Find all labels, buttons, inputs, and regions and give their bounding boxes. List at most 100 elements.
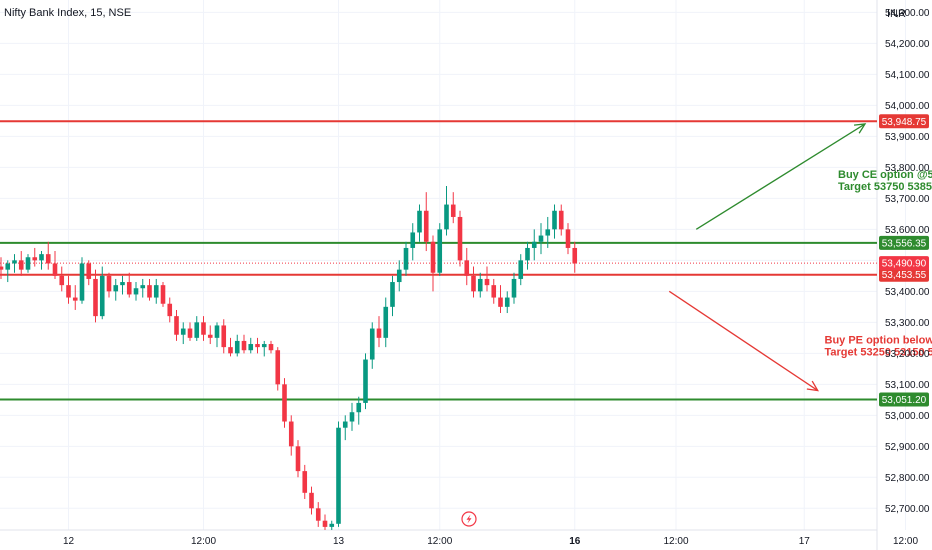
candle[interactable] (336, 421, 341, 527)
candle[interactable] (120, 275, 125, 295)
candle-body (153, 285, 159, 298)
candle[interactable] (282, 378, 287, 428)
candle[interactable] (180, 322, 186, 345)
candle[interactable] (457, 210, 463, 267)
candle[interactable] (552, 204, 557, 239)
candle[interactable] (417, 204, 422, 242)
candle[interactable] (228, 337, 233, 357)
candle[interactable] (572, 241, 578, 273)
arrow-drawings[interactable] (668, 123, 867, 392)
candle[interactable] (309, 486, 314, 515)
candle[interactable] (565, 223, 571, 255)
candle[interactable] (471, 266, 476, 298)
candle[interactable] (133, 282, 139, 301)
candle[interactable] (99, 266, 105, 320)
currency-label[interactable]: INR (887, 8, 906, 20)
candle[interactable] (79, 257, 85, 304)
candle[interactable] (268, 340, 274, 354)
candlestick-series[interactable] (0, 185, 578, 530)
candle[interactable] (52, 251, 58, 279)
candle[interactable] (356, 396, 362, 425)
candle[interactable] (207, 325, 213, 345)
candle[interactable] (221, 319, 227, 354)
arrow-drawing[interactable] (668, 290, 819, 392)
candle[interactable] (464, 247, 470, 286)
candle[interactable] (437, 223, 443, 276)
candle[interactable] (194, 316, 200, 341)
candle[interactable] (288, 415, 294, 456)
candle[interactable] (484, 266, 490, 292)
candle[interactable] (5, 260, 11, 283)
candle[interactable] (545, 216, 551, 248)
candle[interactable] (248, 337, 254, 354)
candle[interactable] (538, 223, 544, 255)
candle[interactable] (329, 520, 335, 530)
horizontal-levels[interactable] (0, 120, 877, 401)
candle[interactable] (430, 235, 436, 292)
candle[interactable] (302, 464, 308, 500)
candle[interactable] (174, 309, 179, 341)
candle[interactable] (531, 229, 537, 261)
symbol-title[interactable]: Nifty Bank Index, 15, NSE (4, 7, 131, 19)
time-axis[interactable]: 1212:001312:001612:001712:001812:001912:… (63, 536, 932, 547)
candle[interactable] (383, 297, 389, 348)
candle[interactable] (255, 337, 260, 354)
candle[interactable] (160, 282, 166, 307)
candle[interactable] (396, 260, 402, 292)
candle[interactable] (477, 272, 483, 298)
candle[interactable] (201, 316, 206, 341)
candle[interactable] (167, 297, 173, 323)
candle[interactable] (241, 334, 247, 354)
candle[interactable] (423, 192, 429, 252)
candle[interactable] (126, 272, 132, 298)
candle[interactable] (275, 347, 281, 391)
candle[interactable] (315, 502, 321, 527)
candle[interactable] (349, 402, 355, 431)
candle[interactable] (234, 334, 240, 357)
candle[interactable] (147, 278, 152, 301)
candle[interactable] (342, 415, 348, 441)
arrow-drawing[interactable] (695, 123, 867, 230)
candle[interactable] (106, 272, 112, 298)
candle[interactable] (295, 440, 301, 478)
candle[interactable] (12, 254, 17, 273)
candle[interactable] (498, 285, 503, 314)
candle[interactable] (18, 251, 24, 276)
lightning-bolt-icon[interactable] (461, 511, 477, 527)
candle[interactable] (187, 322, 193, 341)
candle[interactable] (39, 251, 44, 270)
annotation-text[interactable]: Buy PE option below 53450Target 53250 53… (825, 334, 932, 358)
candle[interactable] (504, 291, 510, 314)
candle[interactable] (66, 275, 71, 304)
candle[interactable] (322, 514, 328, 530)
candle[interactable] (261, 340, 267, 357)
candle[interactable] (214, 322, 220, 348)
candle[interactable] (45, 241, 51, 270)
candle[interactable] (403, 241, 409, 276)
candle[interactable] (0, 257, 4, 279)
candle[interactable] (410, 223, 416, 261)
candle[interactable] (518, 254, 524, 286)
candle[interactable] (491, 278, 497, 304)
candle[interactable] (376, 316, 382, 348)
candle[interactable] (558, 204, 564, 236)
candle[interactable] (32, 247, 38, 267)
candle[interactable] (86, 260, 92, 286)
candle[interactable] (113, 278, 119, 301)
candle[interactable] (390, 275, 395, 317)
candle[interactable] (25, 254, 31, 273)
candle[interactable] (72, 285, 78, 310)
candle[interactable] (140, 278, 146, 298)
candle[interactable] (444, 185, 449, 236)
annotation-text[interactable]: Buy CE option @53550-53600Target 53750 5… (838, 169, 932, 193)
candle[interactable] (59, 266, 65, 292)
candle[interactable] (450, 192, 456, 224)
candle[interactable] (153, 278, 159, 304)
candle[interactable] (511, 272, 517, 304)
candle[interactable] (93, 269, 98, 323)
candle[interactable] (363, 353, 368, 410)
text-annotations[interactable]: Buy CE option @53550-53600Target 53750 5… (825, 169, 932, 358)
candle[interactable] (525, 241, 530, 270)
candle[interactable] (369, 322, 375, 369)
